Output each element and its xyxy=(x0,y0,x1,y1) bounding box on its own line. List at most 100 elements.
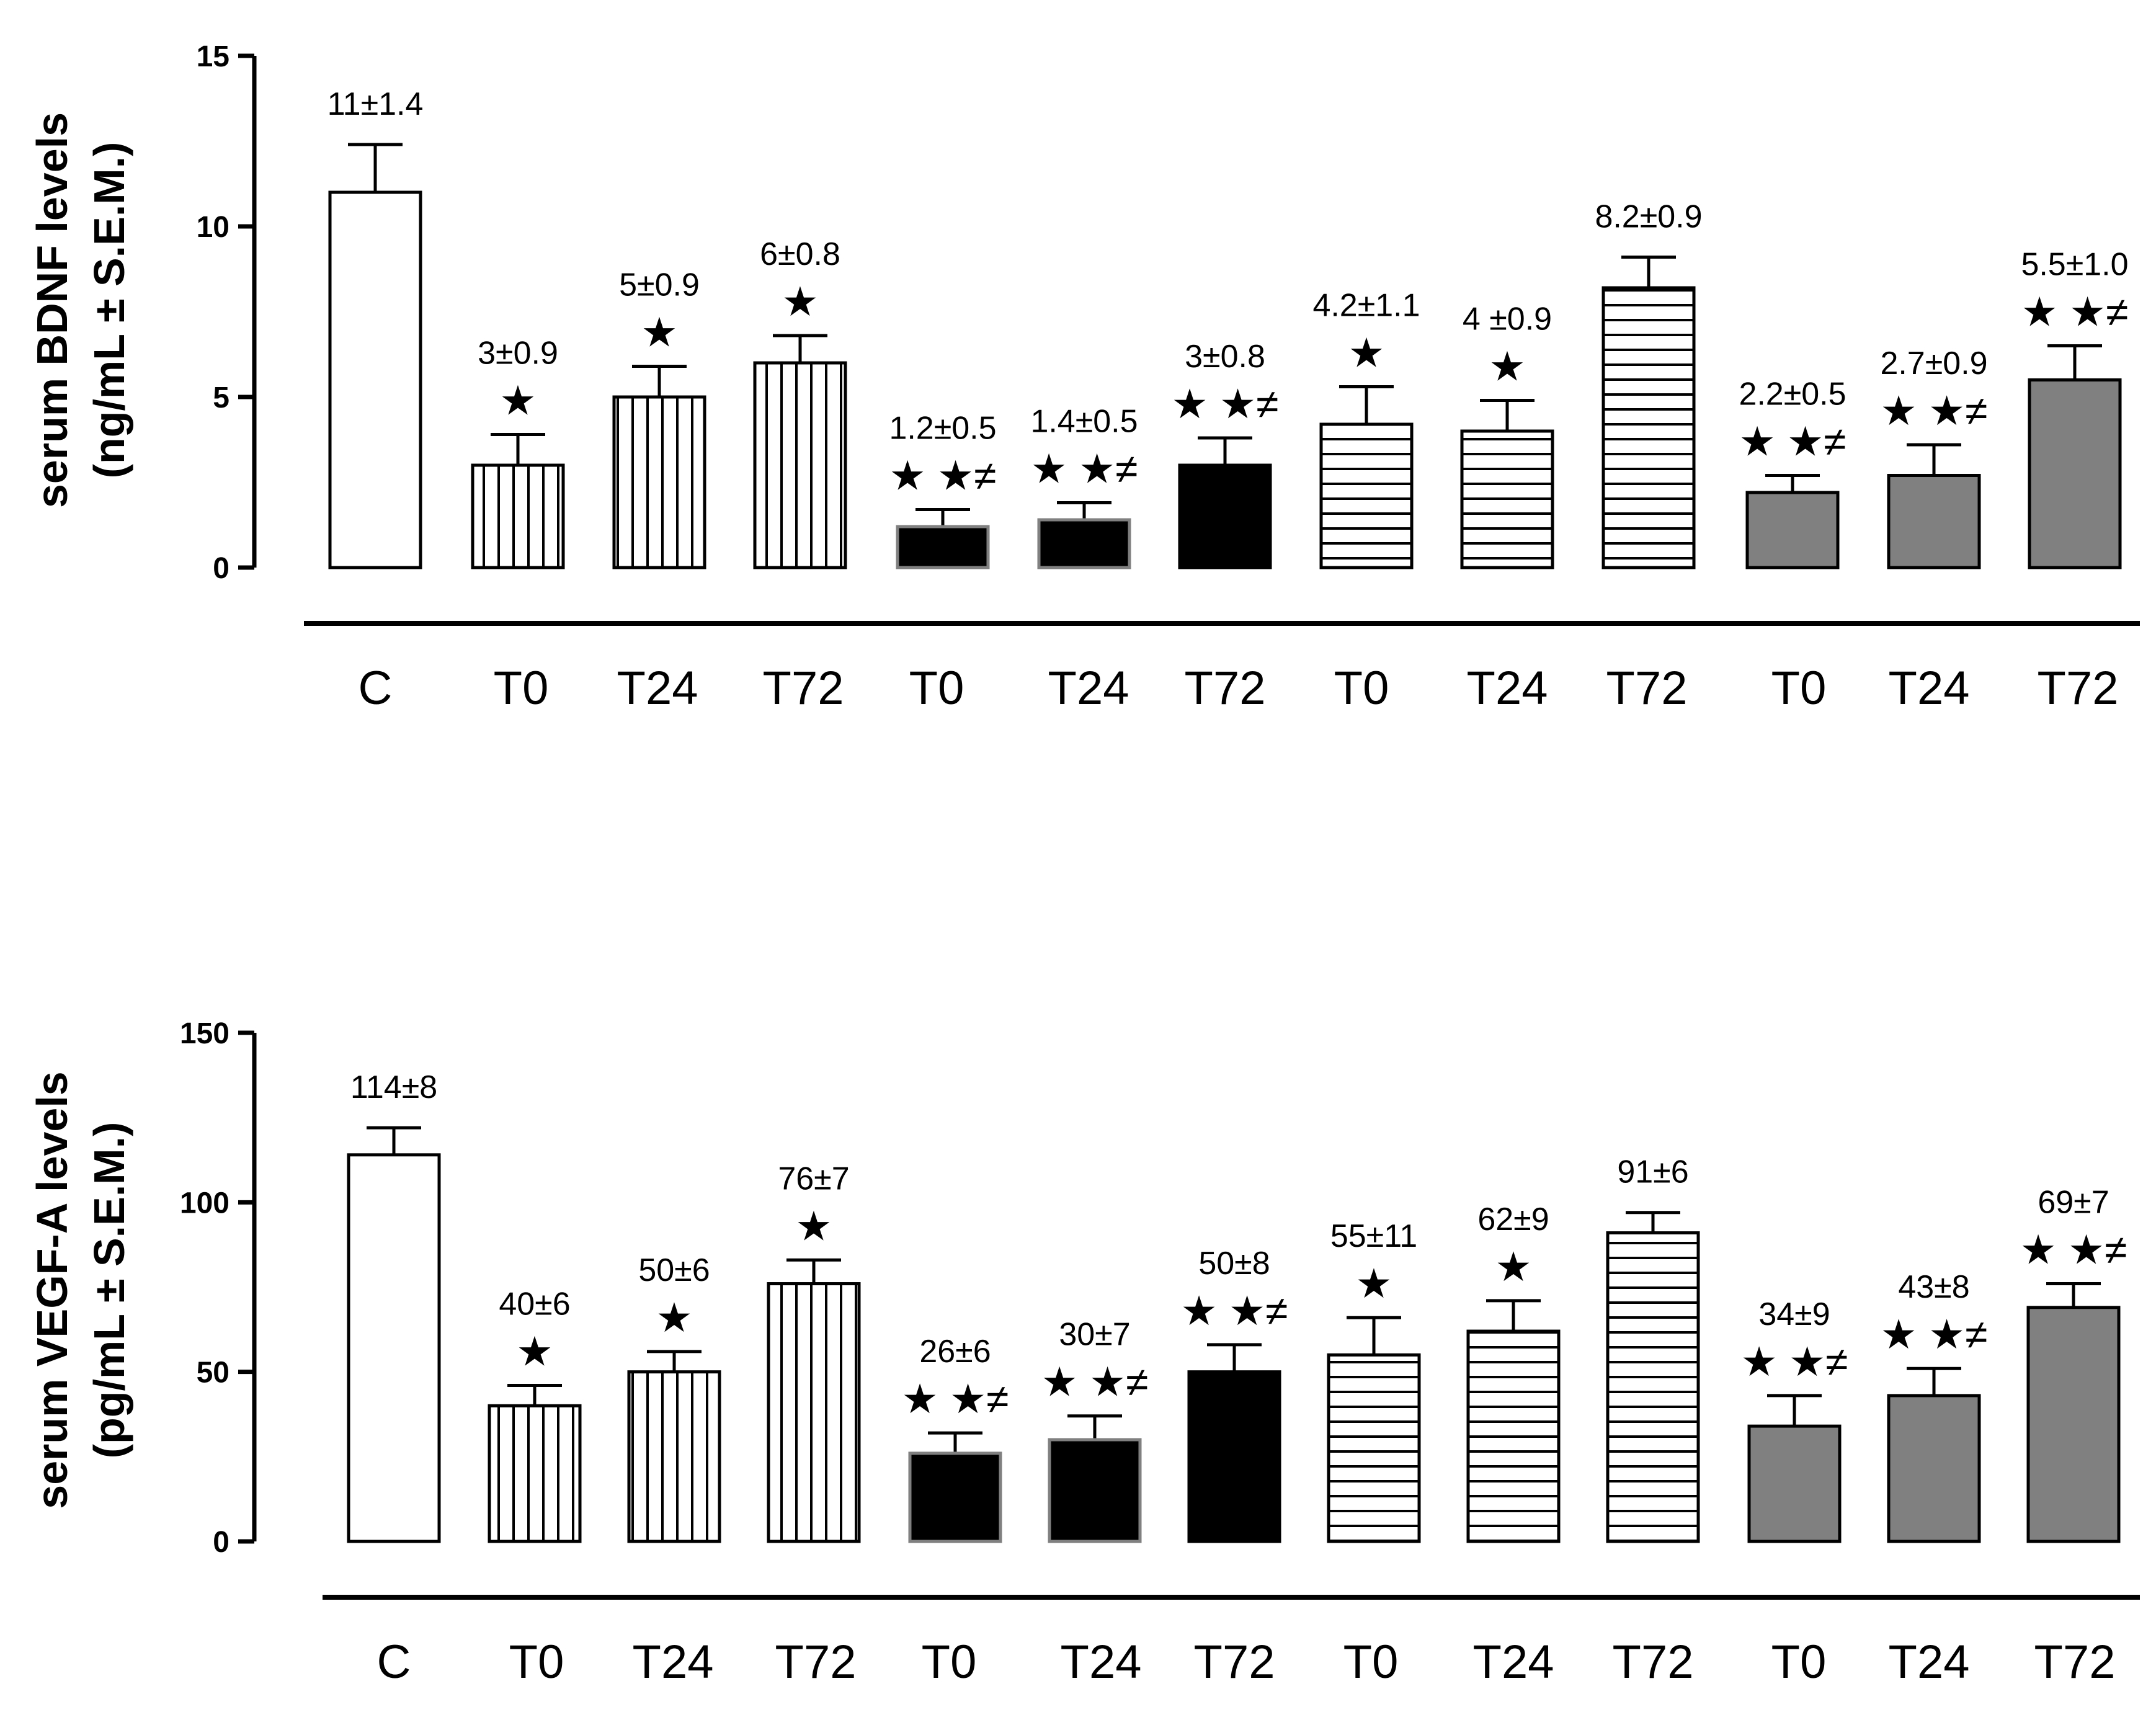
vegf-bars: 114±8 ★ 40±6 ★ 50±6 ★ 76±7 ★ ★≠ 26±6 ★ ★≠ 30±7 ★ ★≠… xyxy=(347,1069,2127,1543)
vegf-value-label: 91±6 xyxy=(1617,1154,1688,1190)
vegf-bar xyxy=(767,1282,861,1543)
vegf-significance-marker: ★ xyxy=(1495,1244,1531,1290)
bdnf-bar xyxy=(2028,378,2122,569)
bdnf-significance-marker: ★ xyxy=(1348,330,1384,376)
bdnf-bar xyxy=(1460,429,1554,569)
vegf-value-label: 76±7 xyxy=(778,1161,849,1197)
vegf-x-tick-label: T72 xyxy=(775,1636,857,1688)
vegf-x-tick-labels: C T0 T24 T72 T0 T24 T72 T0 T24 T72 T0 T24 T72 xyxy=(377,1636,2116,1688)
bdnf-significance-marker: ★ xyxy=(1489,344,1525,390)
vegf-bar xyxy=(908,1451,1002,1543)
bdnf-x-tick-label: T72 xyxy=(2038,662,2119,715)
vegf-significance-marker: ★ xyxy=(516,1329,553,1375)
vegf-x-tick-label: T24 xyxy=(1889,1636,1970,1688)
vegf-x-tick-label: T24 xyxy=(1473,1636,1554,1688)
vegf-value-label: 62±9 xyxy=(1477,1202,1549,1237)
vegf-x-tick-label: T0 xyxy=(509,1636,564,1688)
vegf-x-tick-label: T72 xyxy=(1194,1636,1275,1688)
bdnf-significance-marker: ★ ★≠ xyxy=(889,453,997,499)
vegf-y-axis-title-line1: serum VEGF-A levels xyxy=(28,1071,76,1509)
vegf-x-tick-label: T72 xyxy=(1613,1636,1694,1688)
bdnf-x-tick-label: C xyxy=(359,662,393,715)
bdnf-bar xyxy=(612,395,706,569)
vegf-value-label: 34±9 xyxy=(1758,1296,1830,1332)
vegf-x-tick-label: T0 xyxy=(1771,1636,1827,1688)
vegf-panel: serum VEGF-A levels (pg/mL ± S.E.M.) 114… xyxy=(28,1017,2140,1688)
vegf-significance-marker: ★ ★≠ xyxy=(2020,1227,2127,1273)
bdnf-x-tick-label: T72 xyxy=(763,662,844,715)
bdnf-y-tick-label: 15 xyxy=(197,40,229,73)
bdnf-significance-marker: ★ xyxy=(782,279,818,324)
vegf-value-label: 55±11 xyxy=(1330,1218,1417,1254)
vegf-y-axis: 0 50 100 150 xyxy=(180,1017,257,1559)
vegf-x-tick-label: T24 xyxy=(1061,1636,1142,1688)
bdnf-value-label: 1.4±0.5 xyxy=(1030,404,1138,440)
bdnf-value-label: 3±0.8 xyxy=(1185,339,1265,375)
bdnf-x-tick-label: T72 xyxy=(1606,662,1688,715)
bdnf-y-tick-label: 0 xyxy=(213,552,229,585)
bdnf-significance-marker: ★ ★≠ xyxy=(1881,388,1988,434)
vegf-bar xyxy=(488,1404,582,1543)
bdnf-value-label: 6±0.8 xyxy=(760,236,840,272)
bdnf-value-label: 11±1.4 xyxy=(327,86,424,122)
bdnf-significance-marker: ★ xyxy=(499,378,536,424)
vegf-value-label: 26±6 xyxy=(919,1334,991,1370)
vegf-value-label: 50±6 xyxy=(638,1252,710,1288)
vegf-value-label: 69±7 xyxy=(2038,1185,2109,1221)
bdnf-value-label: 1.2±0.5 xyxy=(889,411,996,447)
bdnf-x-tick-label: T0 xyxy=(909,662,964,715)
vegf-y-tick-label: 0 xyxy=(213,1526,229,1559)
bdnf-x-tick-label: T0 xyxy=(1771,662,1827,715)
bdnf-y-axis-title-line2: (ng/mL ± S.E.M.) xyxy=(85,142,133,479)
bdnf-x-tick-label: T24 xyxy=(1889,662,1970,715)
bdnf-significance-marker: ★ xyxy=(641,310,677,355)
bdnf-bar xyxy=(328,190,422,569)
vegf-bar xyxy=(1606,1231,1700,1543)
vegf-value-label: 30±7 xyxy=(1059,1317,1130,1353)
bdnf-panel: serum BDNF levels (ng/mL ± S.E.M.) 11±1.… xyxy=(28,40,2140,715)
vegf-value-label: 50±8 xyxy=(1198,1246,1270,1282)
bdnf-x-tick-label: T0 xyxy=(1334,662,1389,715)
bdnf-bar xyxy=(1319,422,1414,569)
vegf-significance-marker: ★ xyxy=(656,1295,692,1340)
vegf-significance-marker: ★ ★≠ xyxy=(902,1376,1009,1422)
bdnf-x-tick-label: T24 xyxy=(617,662,698,715)
vegf-y-tick-label: 50 xyxy=(197,1357,229,1389)
bdnf-x-tick-labels: C T0 T24 T72 T0 T24 T72 T0 T24 T72 T0 T24 T72 xyxy=(359,662,2119,715)
bdnf-x-tick-label: T0 xyxy=(494,662,549,715)
bdnf-y-tick-label: 5 xyxy=(213,381,229,414)
bdnf-bar xyxy=(1887,474,1981,569)
bdnf-bar xyxy=(1037,518,1131,569)
vegf-value-label: 114±8 xyxy=(350,1069,437,1105)
bdnf-bars: 11±1.4 ★ 3±0.9 ★ 5±0.9 ★ 6±0.8 ★ ★≠ 1.2±0.5 ★ ★≠ 1… xyxy=(327,86,2129,569)
bdnf-value-label: 3±0.9 xyxy=(478,336,558,372)
vegf-bar xyxy=(1327,1353,1421,1543)
vegf-x-tick-label: T72 xyxy=(2034,1636,2116,1688)
vegf-x-tick-label: T0 xyxy=(922,1636,977,1688)
vegf-significance-marker: ★ ★≠ xyxy=(1881,1311,1988,1357)
vegf-y-axis-title-line2: (pg/mL ± S.E.M.) xyxy=(85,1122,133,1459)
bdnf-x-tick-label: T24 xyxy=(1467,662,1548,715)
bdnf-bar xyxy=(1178,463,1272,569)
vegf-x-tick-label: T24 xyxy=(633,1636,714,1688)
bdnf-value-label: 4 ±0.9 xyxy=(1463,301,1552,337)
bdnf-y-tick-label: 10 xyxy=(197,211,229,244)
vegf-significance-marker: ★ ★≠ xyxy=(1181,1288,1288,1334)
vegf-y-tick-label: 150 xyxy=(180,1017,229,1050)
vegf-bar xyxy=(1466,1329,1561,1543)
bdnf-value-label: 4.2±1.1 xyxy=(1312,288,1420,324)
bdnf-y-axis-title-line1: serum BDNF levels xyxy=(28,112,76,508)
bdnf-bar xyxy=(471,463,565,569)
vegf-value-label: 43±8 xyxy=(1898,1269,1969,1305)
bdnf-x-tick-label: T72 xyxy=(1185,662,1266,715)
bdnf-bar xyxy=(753,361,847,569)
bdnf-significance-marker: ★ ★≠ xyxy=(1031,446,1138,492)
bdnf-value-label: 2.2±0.5 xyxy=(1739,377,1846,412)
vegf-significance-marker: ★ ★≠ xyxy=(1741,1339,1848,1384)
bdnf-significance-marker: ★ ★≠ xyxy=(1172,381,1279,427)
bdnf-value-label: 8.2±0.9 xyxy=(1595,199,1702,235)
bdnf-y-axis: 0 5 10 15 xyxy=(197,40,257,585)
vegf-bar xyxy=(1048,1438,1142,1543)
vegf-significance-marker: ★ ★≠ xyxy=(1041,1359,1149,1405)
